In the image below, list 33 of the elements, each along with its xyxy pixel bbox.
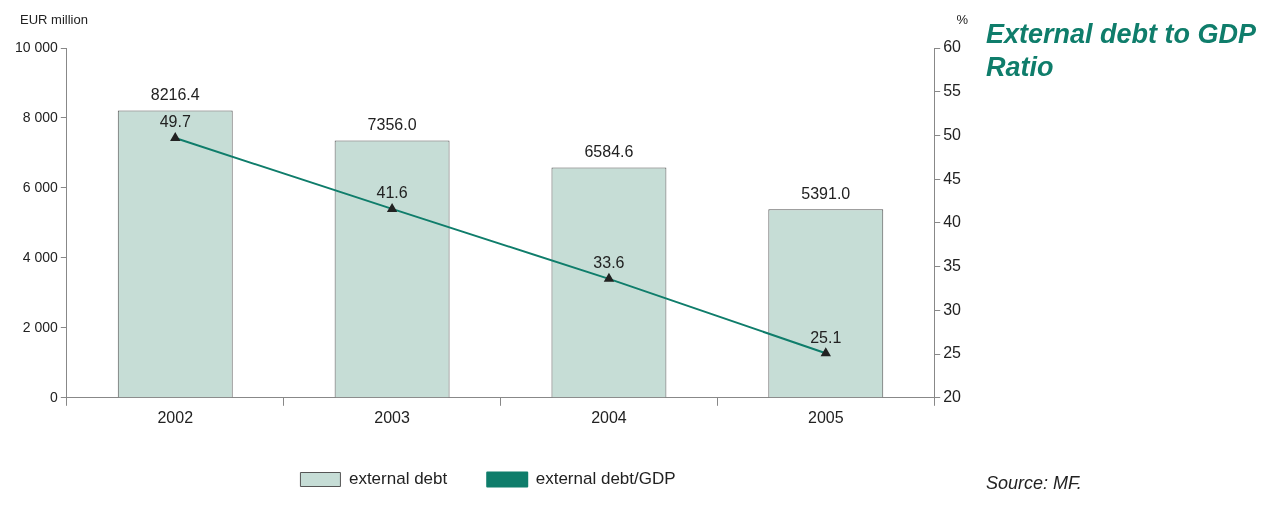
data-label: 6584.6 (584, 142, 634, 160)
y-tick-label: 2 000 (22, 318, 59, 335)
data-label: 33.6 (593, 254, 625, 272)
text: External debt to GDP Ratio (986, 18, 1257, 84)
data-label: 7356.0 (367, 115, 417, 133)
y2-tick-label: 45 (943, 169, 962, 187)
legend-label: external debt (348, 469, 448, 489)
data-label: 5391.0 (801, 184, 851, 202)
source-note: Source: MF. (986, 473, 1082, 494)
data-label: 8216.4 (150, 85, 200, 103)
data-label: 25.1 (810, 328, 842, 346)
x-tick-label: 2004 (591, 408, 627, 426)
y2-tick-label: 40 (943, 213, 962, 231)
data-label: 41.6 (376, 184, 408, 202)
y2-tick-label: 25 (943, 344, 962, 362)
y-tick-label: 8 000 (22, 108, 59, 125)
y2-tick-label: 30 (943, 300, 962, 318)
y2-tick-label: 60 (943, 38, 962, 56)
y-tick-label: 4 000 (22, 248, 59, 265)
y2-axis-title: % (956, 12, 969, 27)
y-axis-title: EUR million (20, 12, 88, 27)
data-label: 49.7 (159, 113, 191, 131)
x-tick-label: 2005 (807, 408, 844, 426)
y2-tick-label: 50 (943, 125, 962, 143)
y2-tick-label: 20 (943, 388, 962, 406)
legend-label: external debt/GDP (535, 469, 676, 489)
x-tick-label: 2002 (157, 408, 194, 426)
x-tick-label: 2003 (374, 408, 410, 426)
y-tick-label: 10 000 (14, 38, 59, 55)
y-tick-label: 6 000 (22, 178, 59, 195)
y2-tick-label: 55 (943, 82, 962, 100)
y2-tick-label: 35 (943, 257, 962, 275)
y-tick-label: 0 (50, 388, 59, 405)
